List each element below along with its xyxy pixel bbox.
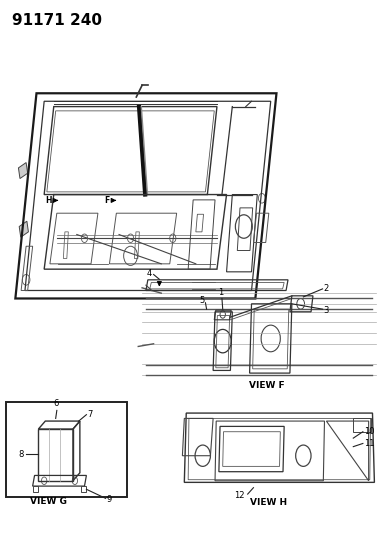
Text: F: F	[104, 196, 109, 205]
Text: 1: 1	[218, 288, 224, 297]
Bar	[6, 402, 127, 497]
Text: 7: 7	[88, 410, 93, 419]
Text: VIEW G: VIEW G	[30, 497, 66, 505]
Text: 12: 12	[235, 491, 245, 500]
Text: 8: 8	[19, 450, 24, 458]
Text: 11: 11	[364, 440, 374, 448]
Text: H: H	[45, 196, 51, 205]
Text: 91171 240: 91171 240	[12, 13, 101, 28]
Text: 5: 5	[199, 296, 205, 305]
Text: 3: 3	[323, 306, 329, 314]
Polygon shape	[18, 163, 28, 179]
Polygon shape	[19, 221, 28, 237]
Text: 2: 2	[323, 285, 329, 293]
Text: 6: 6	[53, 399, 58, 408]
Text: 4: 4	[146, 270, 152, 278]
Text: 9: 9	[107, 495, 112, 504]
Text: 10: 10	[364, 427, 374, 436]
Text: VIEW H: VIEW H	[250, 498, 287, 506]
Text: VIEW F: VIEW F	[249, 381, 285, 390]
